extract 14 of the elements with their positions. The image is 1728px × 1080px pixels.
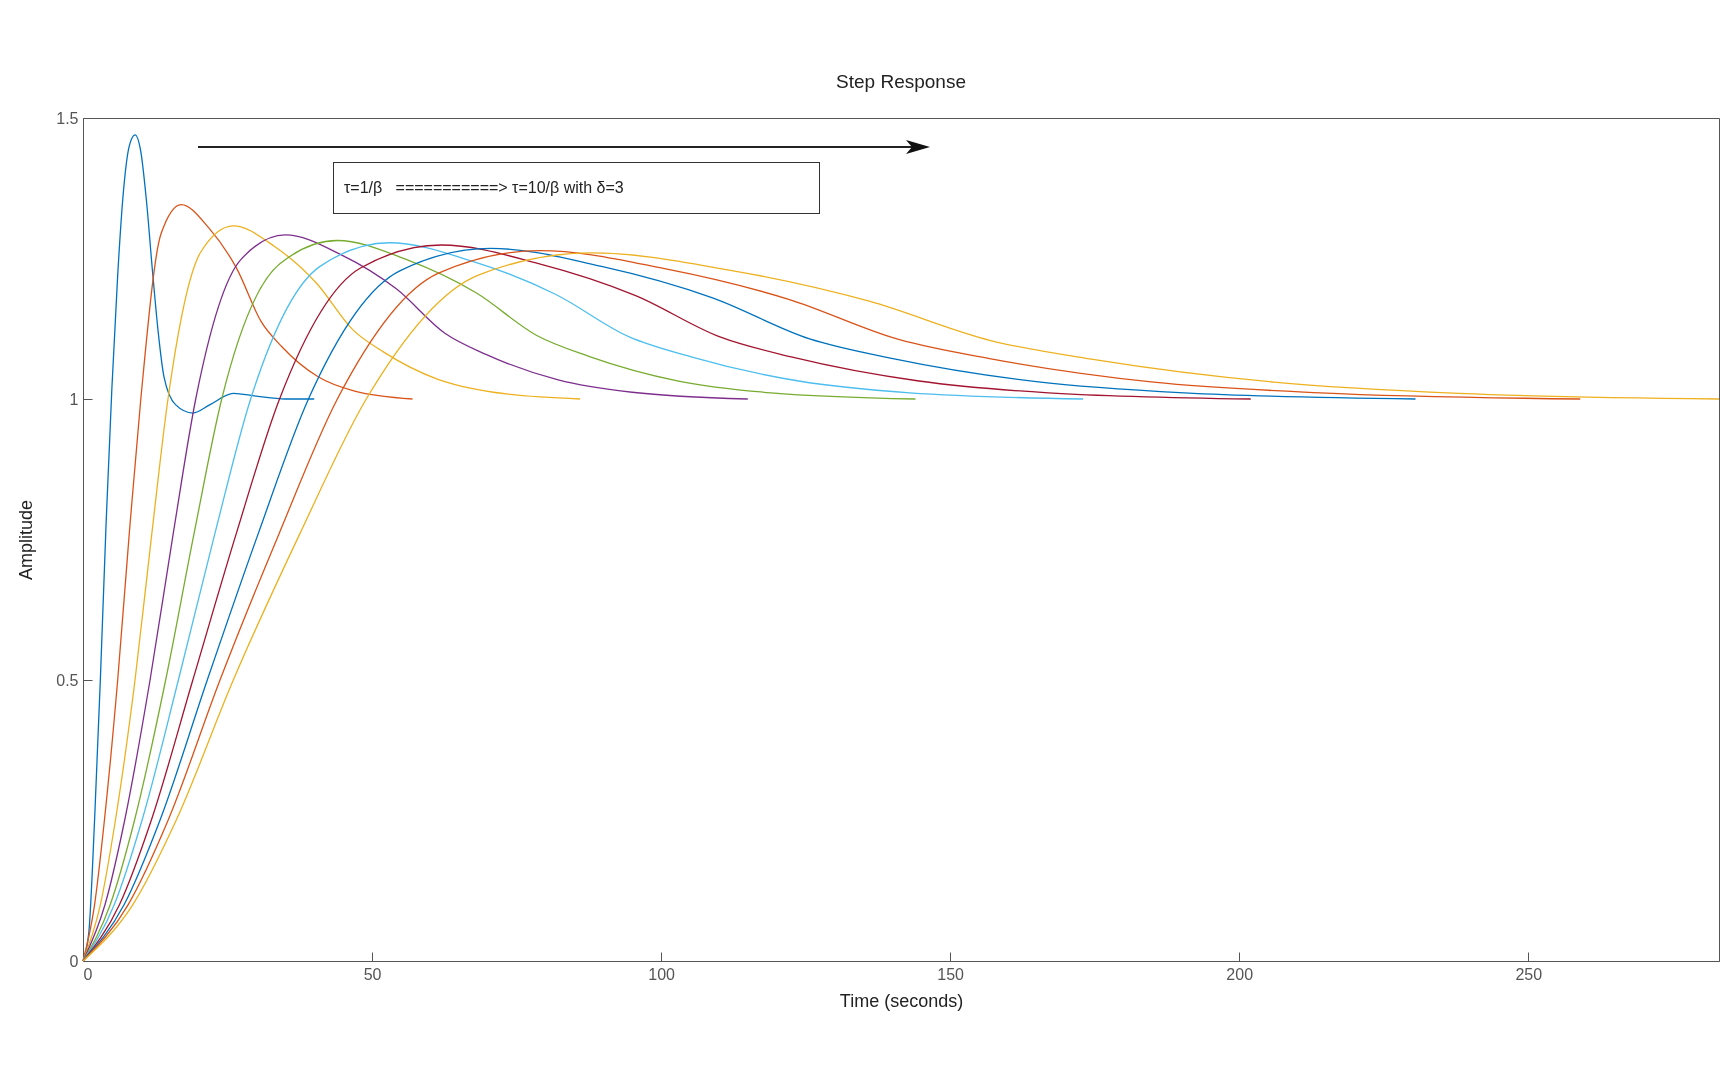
x-tick-label: 150 [937, 965, 965, 983]
chart-title: Step Response [836, 71, 966, 92]
y-tick-label: 0.5 [56, 671, 79, 689]
x-tick-label: 0 [83, 965, 93, 983]
note-box: τ=1/β ===========> τ=10/β with δ=3 [333, 162, 820, 214]
x-axis-title: Time (seconds) [839, 990, 964, 1011]
x-tick-label: 200 [1226, 965, 1254, 983]
y-axis-title: Amplitude [16, 499, 37, 581]
x-tick-label: 250 [1515, 965, 1543, 983]
y-tick-label: 0 [69, 952, 79, 970]
x-tick-label: 50 [363, 965, 382, 983]
x-tick-label: 100 [648, 965, 676, 983]
y-tick-label: 1.5 [56, 109, 79, 127]
y-tick-label: 1 [69, 390, 79, 408]
